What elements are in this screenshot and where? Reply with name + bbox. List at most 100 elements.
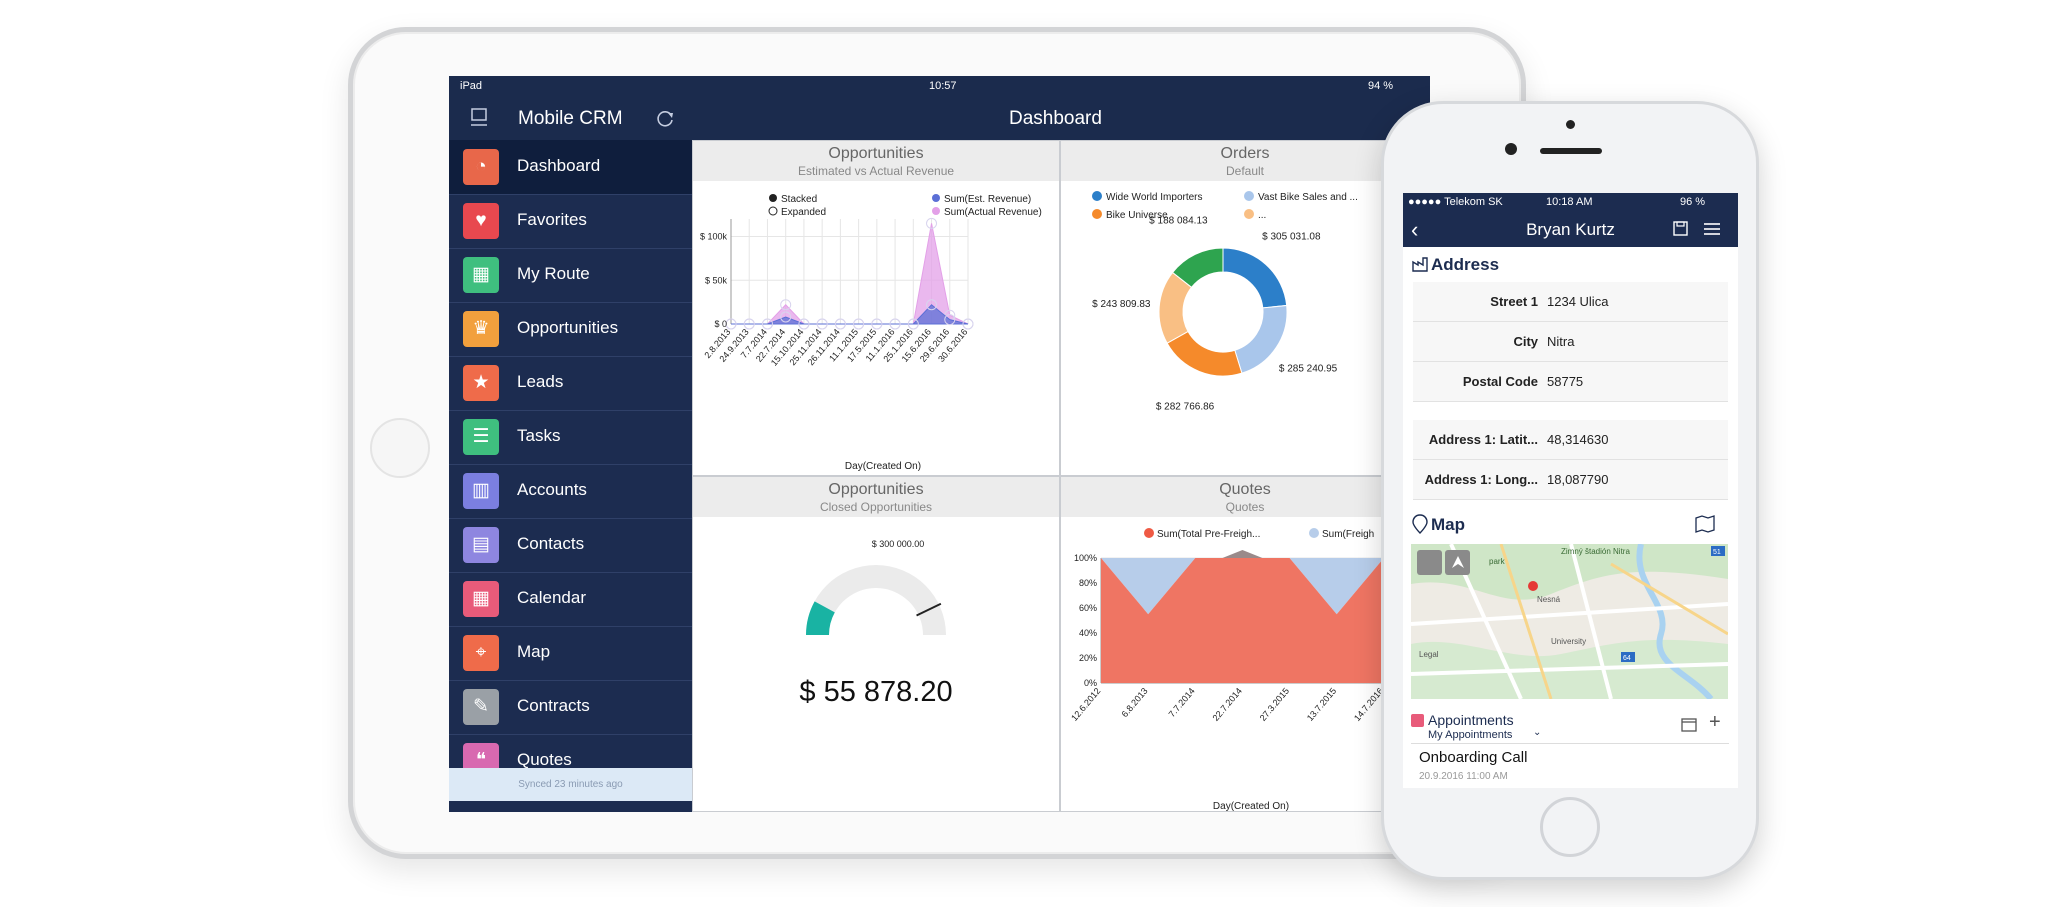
legend-marker-actual-revenue xyxy=(932,207,940,215)
slice-value-label: $ 282 766.86 xyxy=(1156,402,1215,413)
data-point xyxy=(761,318,773,330)
navigation-arrow-icon xyxy=(1452,556,1464,568)
battery-level: 94 % xyxy=(1368,80,1394,92)
field-value: Nitra xyxy=(1547,334,1575,349)
add-appointment-button[interactable]: + xyxy=(1709,711,1721,733)
sidebar-item-accounts[interactable]: ▥ Accounts xyxy=(449,464,692,519)
legend-marker-wide-world xyxy=(1092,191,1102,201)
legend-expanded: Expanded xyxy=(781,207,826,218)
sidebar-item-opportunities[interactable]: ♛ Opportunities xyxy=(449,302,692,357)
map-satellite-toggle[interactable] xyxy=(1417,550,1442,575)
logout-icon[interactable] xyxy=(469,107,491,129)
sidebar-item-dashboard[interactable]: ◔ Dashboard xyxy=(449,140,692,195)
contact-card-icon: ▤ xyxy=(463,527,499,563)
revenue-area-chart: Stacked Expanded Sum(Est. Revenue) Sum(A… xyxy=(700,194,1042,472)
sidebar-item-my-route[interactable]: ▦ My Route xyxy=(449,248,692,303)
legend-marker-other xyxy=(1244,209,1254,219)
address-row[interactable]: Address 1: Long... 18,087790 xyxy=(1413,460,1728,500)
appointments-filter-dropdown[interactable]: My Appointments xyxy=(1428,729,1513,741)
x-axis-label: Day(Created On) xyxy=(1213,801,1289,811)
sidebar-item-tasks[interactable]: ☰ Tasks xyxy=(449,410,692,465)
x-tick-label: 27.3.2015 xyxy=(1258,686,1291,723)
y-tick-label: 40% xyxy=(1079,628,1097,638)
location-pin-marker xyxy=(1528,581,1538,591)
iphone-speaker xyxy=(1540,148,1602,154)
data-point xyxy=(926,299,938,311)
field-value: 48,314630 xyxy=(1547,432,1609,447)
page-title: Dashboard xyxy=(1009,108,1102,129)
data-point xyxy=(962,318,974,330)
divider xyxy=(1411,743,1729,744)
series-area xyxy=(1101,558,1429,615)
legend-marker-stacked xyxy=(769,194,777,202)
field-value: 58775 xyxy=(1547,374,1584,389)
sidebar-item-label: Leads xyxy=(517,372,564,391)
x-tick-label: 12.6.2012 xyxy=(1069,686,1102,723)
back-chevron-icon[interactable]: ‹ xyxy=(1411,217,1419,242)
orders-donut-chart: Wide World Importers Vast Bike Sales and… xyxy=(1092,191,1358,413)
highlight-marker xyxy=(1222,550,1263,558)
map-label: University xyxy=(1551,637,1586,646)
map-fold-icon[interactable] xyxy=(1694,515,1716,533)
dashboard-icon: ◔ xyxy=(463,149,499,185)
y-tick-label: 100% xyxy=(1074,553,1097,563)
sidebar-item-calendar[interactable]: ▦ Calendar xyxy=(449,572,692,627)
sync-status: Synced 23 minutes ago xyxy=(449,768,692,801)
x-tick-label: 22.7.2014 xyxy=(1211,686,1244,723)
contact-title: Bryan Kurtz xyxy=(1526,220,1615,239)
carrier: ●●●●● Telekom SK xyxy=(1408,196,1503,208)
star-person-icon: ★ xyxy=(463,365,499,401)
x-axis-label: Day(Created On) xyxy=(845,461,921,472)
sidebar-item-contacts[interactable]: ▤ Contacts xyxy=(449,518,692,573)
legend-marker-expanded xyxy=(768,206,778,216)
chart-panel-opportunities-revenue[interactable]: Opportunities Estimated vs Actual Revenu… xyxy=(692,140,1060,476)
sidebar-item-contracts[interactable]: ✎ Contracts xyxy=(449,680,692,735)
data-point xyxy=(816,318,828,330)
slice-value-label: $ 188 084.13 xyxy=(1149,215,1208,226)
map-view[interactable]: park Zimný štadión Nitra Nesná Universit… xyxy=(1411,544,1728,699)
field-value: 1234 Ulica xyxy=(1547,294,1609,309)
appointment-title[interactable]: Onboarding Call xyxy=(1419,749,1528,766)
address-row[interactable]: Postal Code 58775 xyxy=(1413,362,1728,402)
sidebar-item-label: Accounts xyxy=(517,480,587,499)
map-pin-icon: ⌖ xyxy=(463,635,499,671)
calendar-add-icon[interactable] xyxy=(1680,715,1698,733)
data-point xyxy=(944,314,956,326)
panel-subtitle: Quotes xyxy=(1225,500,1265,514)
address-row[interactable]: City Nitra xyxy=(1413,322,1728,362)
dashboard-content: Opportunities Estimated vs Actual Revenu… xyxy=(692,140,1430,812)
road-number: 64 xyxy=(1623,655,1631,662)
sidebar-item-label: Tasks xyxy=(517,426,561,445)
app-title: Mobile CRM xyxy=(518,108,623,129)
chart-panel-orders[interactable]: Orders Default Wide World Importers Vast… xyxy=(1060,140,1430,476)
sidebar-item-label: Quotes xyxy=(517,750,572,769)
x-tick-label: 13.7.2015 xyxy=(1305,686,1338,723)
contract-icon: ✎ xyxy=(463,689,499,725)
chart-panel-quotes[interactable]: Quotes Quotes Sum(Total Pre-Freigh... Su… xyxy=(1060,476,1430,812)
sidebar-item-leads[interactable]: ★ Leads xyxy=(449,356,692,411)
donut-slice xyxy=(1171,247,1224,289)
chevron-down-icon[interactable]: ⌄ xyxy=(1533,727,1542,738)
data-point xyxy=(798,318,810,330)
chart-panel-closed-opportunities[interactable]: Opportunities Closed Opportunities $ 300… xyxy=(692,476,1060,812)
y-tick-label: 20% xyxy=(1079,653,1097,663)
sidebar-item-favorites[interactable]: ♥ Favorites xyxy=(449,194,692,249)
panel-subtitle: Closed Opportunities xyxy=(819,500,933,514)
map-pin-icon xyxy=(1412,514,1428,534)
address-row[interactable]: Street 1 1234 Ulica xyxy=(1413,282,1728,322)
legend-other: ... xyxy=(1258,210,1266,221)
menu-icon[interactable] xyxy=(1702,220,1722,238)
sidebar-item-label: Contracts xyxy=(517,696,590,715)
legend-pre-freight: Sum(Total Pre-Freigh... xyxy=(1157,529,1260,540)
panel-title: Opportunities xyxy=(828,481,924,498)
address-row[interactable]: Address 1: Latit... 48,314630 xyxy=(1413,420,1728,460)
quotes-percent-area-chart: Sum(Total Pre-Freigh... Sum(Freigh 0% 20%… xyxy=(1069,528,1429,811)
panel-title: Orders xyxy=(1220,145,1270,162)
sidebar: ◔ Dashboard ♥ Favorites ▦ My Route ♛ Opp… xyxy=(449,140,692,812)
sidebar-item-map[interactable]: ⌖ Map xyxy=(449,626,692,681)
gauge-track xyxy=(806,565,946,635)
sync-icon[interactable] xyxy=(654,107,676,129)
panel-header: Quotes Quotes xyxy=(1061,477,1429,517)
device-label: iPad xyxy=(460,80,483,92)
save-icon[interactable] xyxy=(1672,220,1690,238)
